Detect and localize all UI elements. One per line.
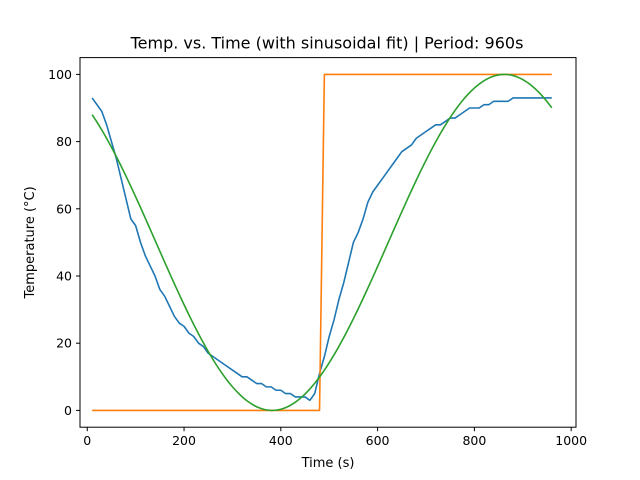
plot-area	[91, 73, 553, 412]
y-tick-label: 80	[56, 134, 72, 149]
y-tick-label: 40	[56, 269, 72, 284]
x-tick-label: 600	[366, 433, 390, 448]
x-tick-label: 1000	[555, 433, 587, 448]
series-line-3	[91, 73, 553, 412]
x-tick-label: 800	[462, 433, 486, 448]
y-tick-label: 20	[56, 336, 72, 351]
x-tick-label: 200	[172, 433, 196, 448]
x-axis-ticks: 0 200 400 600 800 1000	[83, 427, 587, 448]
y-tick-label: 0	[64, 403, 72, 418]
y-tick-label: 100	[48, 67, 72, 82]
chart-title: Temp. vs. Time (with sinusoidal fit) | P…	[130, 34, 524, 53]
y-axis-ticks: 0 20 40 60 80 100	[48, 67, 80, 418]
series-line-1	[91, 97, 552, 402]
y-axis-label: Temperature (°C)	[23, 186, 38, 299]
x-axis-label: Time (s)	[301, 456, 355, 471]
y-tick-label: 60	[56, 201, 72, 216]
x-tick-label: 400	[269, 433, 293, 448]
series-line-2	[92, 73, 552, 412]
x-tick-label: 0	[83, 433, 91, 448]
axes-frame	[79, 57, 577, 428]
